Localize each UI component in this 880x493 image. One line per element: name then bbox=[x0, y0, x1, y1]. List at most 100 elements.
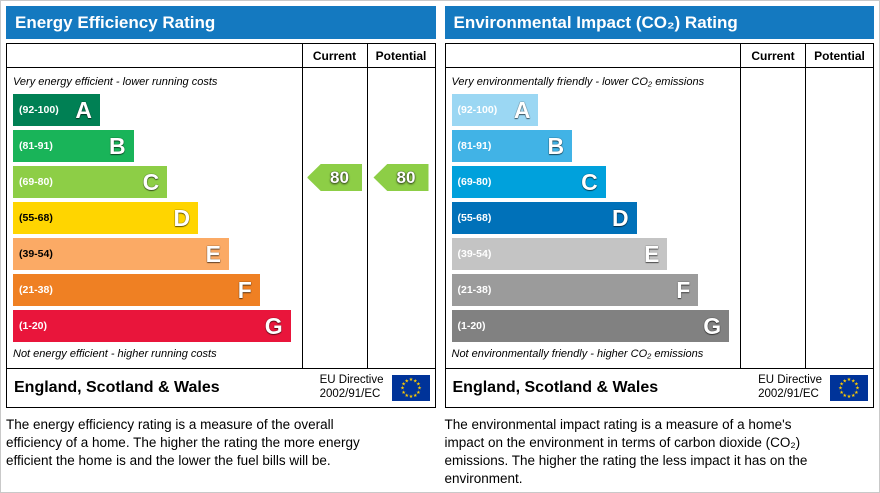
svg-text:★: ★ bbox=[847, 377, 852, 383]
band-letter: D bbox=[612, 204, 629, 231]
environmental-impact-panel: Environmental Impact (CO₂) Rating Curren… bbox=[444, 6, 874, 488]
band-row-a: (92-100) A bbox=[451, 94, 733, 126]
band-range-label: (39-54) bbox=[457, 248, 492, 260]
band-letter: F bbox=[237, 276, 252, 303]
band-bar-g: (1-20) G bbox=[13, 310, 291, 342]
eu-directive-line2: 2002/91/EC bbox=[319, 388, 381, 400]
svg-text:★: ★ bbox=[838, 386, 843, 392]
band-row-e: (39-54) E bbox=[451, 238, 733, 270]
columns-header-row: Current Potential bbox=[7, 44, 435, 68]
chart-body: Very environmentally friendly - lower CO… bbox=[446, 68, 874, 368]
svg-text:★: ★ bbox=[417, 386, 422, 392]
eu-flag-icon: ★ ★ ★★ ★★ ★★ ★★ ★★ bbox=[830, 375, 868, 401]
bands-area: Very environmentally friendly - lower CO… bbox=[446, 68, 741, 368]
band-range-label: (69-80) bbox=[457, 176, 492, 188]
current-column-header: Current bbox=[740, 44, 805, 67]
current-column-header: Current bbox=[301, 44, 367, 67]
band-row-a: (92-100) A bbox=[13, 94, 294, 126]
panels-row: Energy Efficiency Rating Current Potenti… bbox=[6, 6, 874, 488]
band-bar-e: (39-54) E bbox=[13, 238, 229, 270]
top-caption: Very energy efficient - lower running co… bbox=[13, 76, 218, 88]
band-letter: C bbox=[142, 168, 160, 195]
svg-text:★: ★ bbox=[401, 390, 406, 396]
band-letter: B bbox=[108, 132, 126, 159]
band-bar-d: (55-68) D bbox=[13, 202, 199, 234]
svg-text:★: ★ bbox=[413, 393, 418, 399]
band-bar-e: (39-54) E bbox=[451, 238, 668, 270]
columns-header-row: Current Potential bbox=[445, 44, 873, 68]
current-rating-arrow: 80 bbox=[307, 164, 362, 191]
band-bar-c: (69-80) C bbox=[13, 166, 168, 198]
current-rating-column bbox=[740, 68, 805, 368]
eu-flag-icon: ★ ★ ★★ ★★ ★★ ★★ ★★ bbox=[391, 375, 430, 401]
band-range-label: (1-20) bbox=[19, 320, 48, 332]
svg-text:★: ★ bbox=[404, 393, 409, 399]
bands-area: Very energy efficient - lower running co… bbox=[7, 68, 302, 368]
svg-text:★: ★ bbox=[413, 378, 418, 384]
band-range-label: (21-38) bbox=[457, 284, 492, 296]
band-row-c: (69-80) C bbox=[451, 166, 733, 198]
band-range-label: (55-68) bbox=[457, 212, 492, 224]
band-letter: B bbox=[547, 132, 565, 159]
band-range-label: (81-91) bbox=[19, 140, 53, 152]
band-range-label: (92-100) bbox=[457, 104, 498, 116]
eu-directive-label: EU Directive 2002/91/EC bbox=[320, 374, 384, 402]
svg-text:★: ★ bbox=[404, 378, 409, 384]
band-letter: F bbox=[676, 276, 691, 303]
chart-body: Very energy efficient - lower running co… bbox=[7, 68, 435, 368]
environmental-impact-header: Environmental Impact (CO₂) Rating bbox=[444, 6, 874, 39]
co2-band-scale: (92-100) A (81-91) B (69-80) C (55-68) D (39-54)… bbox=[451, 94, 733, 342]
band-range-label: (92-100) bbox=[19, 104, 59, 116]
band-letter: E bbox=[644, 240, 660, 267]
chart-footer: England, Scotland & Wales EU Directive 2… bbox=[445, 368, 873, 407]
region-label: England, Scotland & Wales bbox=[452, 379, 659, 396]
band-row-e: (39-54) E bbox=[13, 238, 294, 270]
potential-rating-column bbox=[805, 68, 873, 368]
svg-text:★: ★ bbox=[416, 381, 421, 387]
region-label: England, Scotland & Wales bbox=[14, 379, 220, 396]
eu-directive-line1: EU Directive bbox=[758, 374, 822, 387]
band-bar-b: (81-91) B bbox=[451, 130, 573, 162]
potential-column-header: Potential bbox=[805, 44, 873, 67]
band-bar-d: (55-68) D bbox=[451, 202, 637, 234]
environmental-impact-description: The environmental impact rating is a mea… bbox=[444, 417, 808, 487]
svg-text:★: ★ bbox=[401, 381, 406, 387]
columns-spacer bbox=[7, 44, 302, 67]
svg-text:★: ★ bbox=[854, 390, 859, 396]
band-range-label: (39-54) bbox=[19, 248, 53, 260]
band-bar-a: (92-100) A bbox=[451, 94, 539, 126]
band-bar-f: (21-38) F bbox=[451, 274, 699, 306]
svg-text:★: ★ bbox=[839, 390, 844, 396]
band-letter: C bbox=[581, 168, 598, 195]
energy-efficiency-panel: Energy Efficiency Rating Current Potenti… bbox=[6, 6, 436, 488]
svg-text:★: ★ bbox=[843, 393, 848, 399]
energy-efficiency-header: Energy Efficiency Rating bbox=[6, 6, 436, 39]
band-row-b: (81-91) B bbox=[13, 130, 294, 162]
band-bar-g: (1-20) G bbox=[451, 310, 730, 342]
current-rating-column: 80 bbox=[301, 68, 367, 368]
svg-text:★: ★ bbox=[839, 381, 844, 387]
top-caption: Very environmentally friendly - lower CO… bbox=[451, 76, 705, 88]
band-letter: G bbox=[703, 312, 722, 339]
svg-text:★: ★ bbox=[408, 394, 413, 400]
environmental-impact-chart: Current Potential Very environmentally f… bbox=[444, 43, 874, 408]
band-row-g: (1-20) G bbox=[13, 310, 294, 342]
eu-directive-line2: 2002/91/EC bbox=[758, 388, 819, 400]
band-range-label: (55-68) bbox=[19, 212, 53, 224]
potential-rating-column: 80 bbox=[366, 68, 435, 368]
environmental-impact-title: Environmental Impact (CO₂) Rating bbox=[453, 12, 738, 32]
svg-text:★: ★ bbox=[851, 393, 856, 399]
band-range-label: (81-91) bbox=[457, 140, 492, 152]
band-row-c: (69-80) C bbox=[13, 166, 294, 198]
potential-column-header: Potential bbox=[366, 44, 435, 67]
band-row-f: (21-38) F bbox=[13, 274, 294, 306]
bottom-caption: Not environmentally friendly - higher CO… bbox=[451, 348, 704, 360]
svg-text:★: ★ bbox=[855, 386, 860, 392]
columns-spacer bbox=[446, 44, 741, 67]
svg-text:★: ★ bbox=[847, 394, 852, 400]
energy-efficiency-chart: Current Potential Very energy efficient … bbox=[6, 43, 436, 408]
eu-directive-label: EU Directive 2002/91/EC bbox=[758, 374, 822, 402]
band-range-label: (21-38) bbox=[19, 284, 53, 296]
band-letter: E bbox=[205, 240, 221, 267]
